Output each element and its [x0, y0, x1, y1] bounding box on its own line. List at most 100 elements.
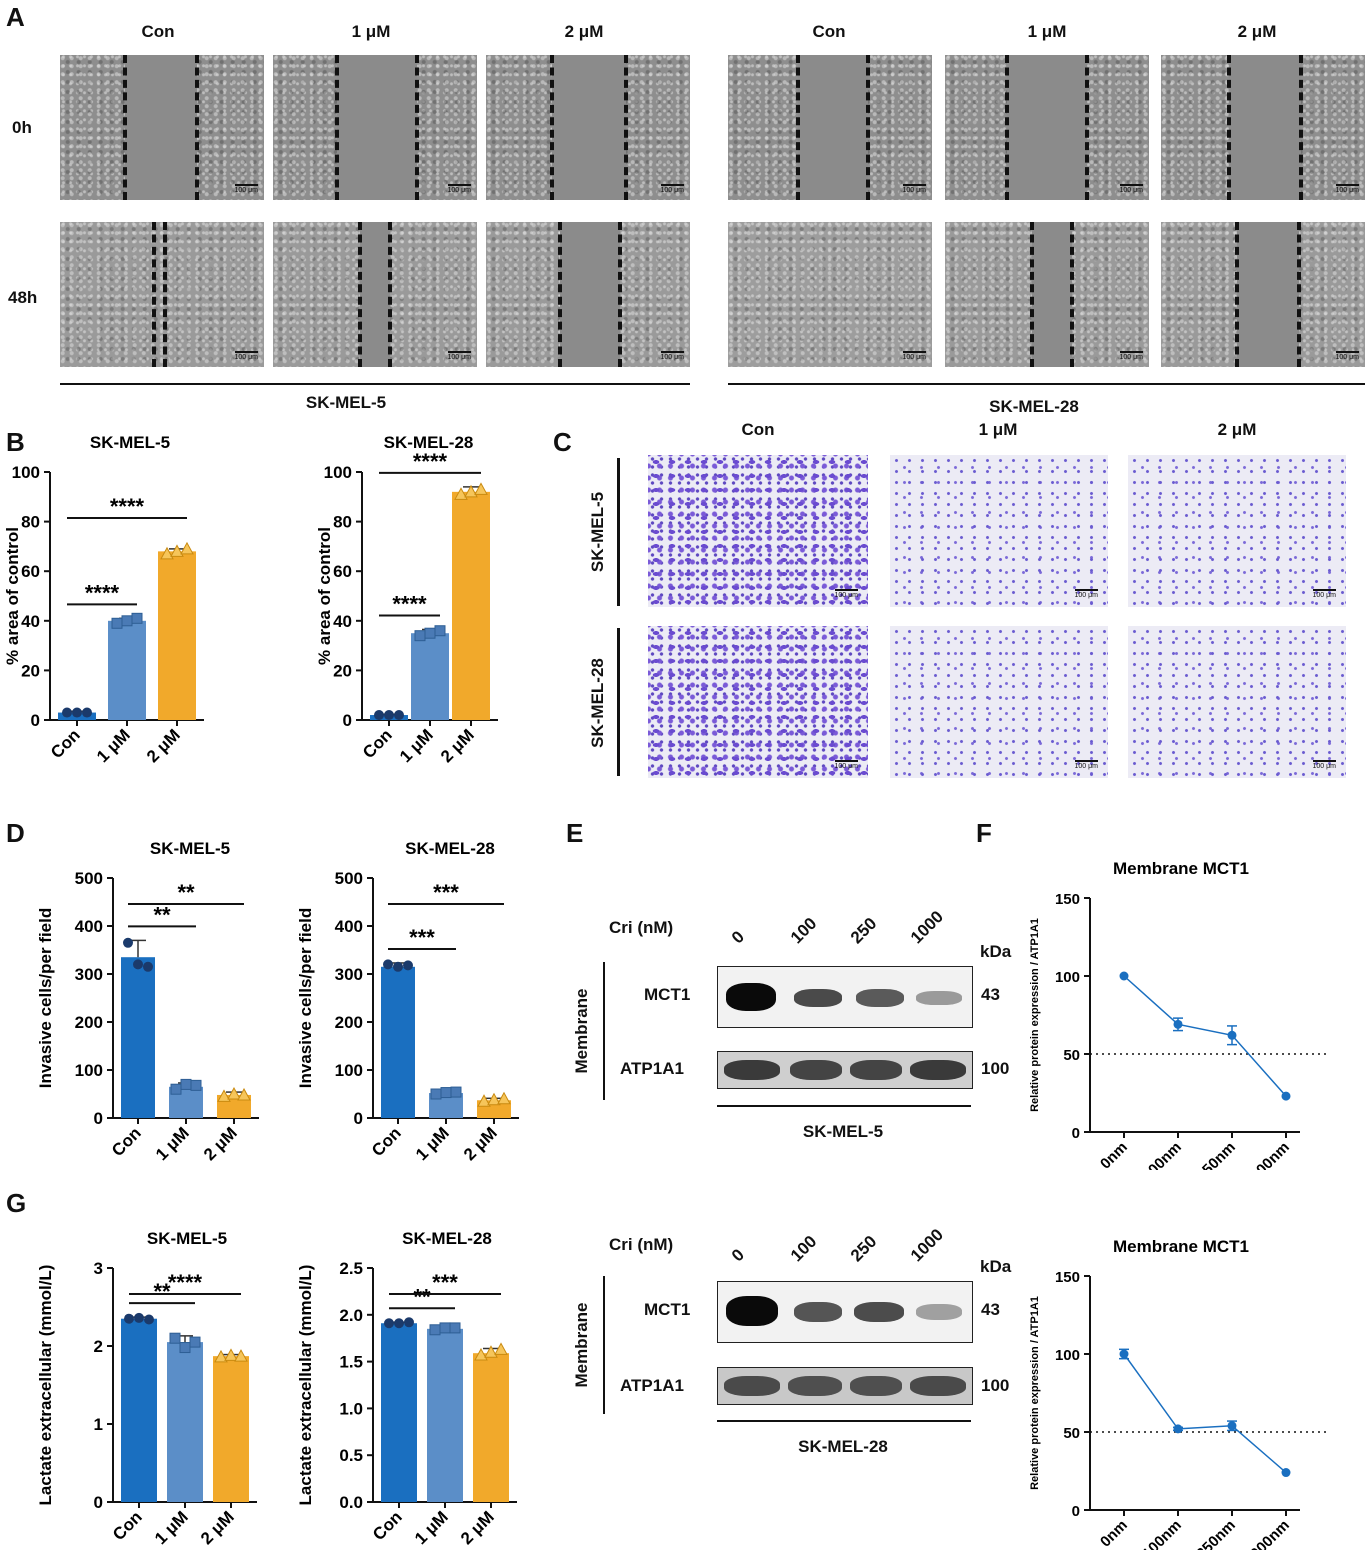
e2-protein-atp1a1: ATP1A1 [620, 1376, 684, 1395]
y-tick-label: 0 [354, 1109, 363, 1128]
data-point [394, 1318, 404, 1329]
panel-label-d: D [6, 818, 25, 848]
y-axis-label: Relative protein expression / ATP1A1 [1029, 918, 1041, 1112]
scale-bar: 100 μm [1312, 589, 1336, 599]
data-point [144, 1314, 154, 1325]
micrograph-skmel5-2um-0h: 100 μm [486, 55, 690, 200]
data-point [1281, 1468, 1291, 1478]
significance-label: **** [392, 591, 427, 616]
y-tick-label: 80 [21, 513, 40, 532]
a-col-label-1um-2: 1 μM [1027, 22, 1067, 41]
x-tick-label: Con [368, 1123, 405, 1160]
data-point [169, 1332, 181, 1344]
chart-b2: SK-MEL-28 0 20 40 60 80 100 % area of control Co… [315, 433, 498, 766]
panel-label-e: E [566, 818, 584, 848]
data-point [133, 959, 143, 970]
data-point [189, 1336, 201, 1348]
panel-label-g: G [6, 1188, 27, 1218]
y-tick-label: 100 [75, 1061, 103, 1080]
y-tick-label: 100 [12, 463, 40, 482]
chart-title: Membrane MCT1 [1113, 859, 1249, 878]
y-tick-label: 100 [335, 1061, 363, 1080]
a-col-label-2um-2: 2 μM [1237, 22, 1277, 41]
c-col-label-con: Con [741, 420, 775, 439]
transwell-skmel28-1um: 100 μm [890, 626, 1108, 778]
bar-2 μM [158, 551, 196, 720]
scale-bar: 100 μm [902, 184, 926, 194]
bar-1 μM [411, 633, 449, 720]
micrograph-skmel28-con-48h: 100 μm [728, 222, 932, 367]
chart-g2: SK-MEL-28 0.0 0.5 1.0 1.5 2.0 2.5 Lactate extra… [296, 1229, 517, 1548]
a-group-line-skmel5 [60, 383, 690, 385]
a-col-label-con-1: Con [141, 22, 175, 41]
e2-cellline-line [717, 1420, 971, 1422]
bar-2 μM [213, 1356, 249, 1502]
e2-dose-0: 0 [727, 1245, 748, 1266]
scale-bar: 100 μm [1074, 760, 1098, 770]
data-point [449, 1322, 461, 1334]
data-point [497, 1091, 511, 1105]
chart-title: SK-MEL-5 [147, 1229, 227, 1248]
scale-bar: 100 μm [902, 351, 926, 361]
y-tick-label: 50 [1063, 1047, 1080, 1064]
y-tick-label: 2.5 [339, 1259, 363, 1278]
data-point [124, 1313, 134, 1324]
y-tick-label: 300 [335, 965, 363, 984]
chart-title: SK-MEL-28 [402, 1229, 492, 1248]
data-point [430, 1088, 442, 1100]
micrograph-skmel5-1um-0h: 100 μm [273, 55, 477, 200]
y-tick-label: 500 [75, 869, 103, 888]
blot-skmel28-atp1a1 [717, 1367, 973, 1405]
x-tick-label: 1000nm [1241, 1139, 1293, 1170]
e2-protein-mct1: MCT1 [644, 1300, 691, 1319]
e2-dose-250: 250 [846, 1231, 881, 1266]
data-point [134, 1312, 144, 1323]
data-point [1119, 1349, 1129, 1359]
x-tick-label: Con [109, 1507, 146, 1544]
data-point [227, 1086, 241, 1100]
e1-fraction-line [603, 962, 605, 1100]
x-tick-label: 250nm [1193, 1517, 1239, 1550]
y-tick-label: 80 [333, 513, 352, 532]
chart-title: Membrane MCT1 [1113, 1237, 1249, 1256]
y-tick-label: 500 [335, 869, 363, 888]
e1-dose-100: 100 [786, 913, 821, 948]
y-tick-label: 0 [94, 1109, 103, 1128]
c-col-label-1um: 1 μM [978, 420, 1018, 439]
scale-bar: 100 μm [1335, 184, 1359, 194]
data-point [484, 1345, 498, 1358]
x-tick-label: 1 μM [396, 725, 437, 766]
y-axis-label: Invasive cells/per field [296, 908, 315, 1088]
y-tick-label: 1.5 [339, 1353, 363, 1372]
data-point [237, 1087, 251, 1101]
data-point [111, 617, 123, 629]
x-tick-label: Con [108, 1123, 145, 1160]
data-point [170, 544, 184, 557]
y-tick-label: 0 [1072, 1125, 1080, 1142]
e2-kda-mct1: 43 [981, 1300, 1000, 1319]
significance-label: ** [413, 1284, 431, 1309]
y-axis-label: Lactate extracellular (mmol/L) [36, 1265, 55, 1506]
c-row-label-skmel28: SK-MEL-28 [588, 658, 607, 748]
x-tick-label: 2 μM [457, 1507, 498, 1548]
y-tick-label: 40 [21, 612, 40, 631]
panel-label-f: F [976, 818, 992, 848]
y-tick-label: 60 [21, 562, 40, 581]
chart-title: SK-MEL-5 [150, 839, 230, 858]
bar-Con [381, 966, 415, 1118]
transwell-skmel28-con: 100 μm [648, 626, 868, 778]
y-tick-label: 0 [343, 711, 352, 730]
bar-Con [121, 1318, 157, 1502]
chart-f1: Membrane MCT1 0 50 100 150 Relative protein e… [1029, 859, 1326, 1170]
scale-bar: 100 μm [660, 184, 684, 194]
data-point [474, 482, 488, 495]
data-point [440, 1087, 452, 1099]
y-tick-label: 0 [31, 711, 40, 730]
panel-label-c: C [553, 427, 572, 457]
y-tick-label: 100 [1055, 969, 1080, 986]
blot-skmel5-mct1 [717, 966, 973, 1028]
a-group-label-skmel5: SK-MEL-5 [305, 393, 387, 412]
data-point [403, 960, 413, 971]
blot-skmel5-atp1a1 [717, 1051, 973, 1089]
a-row-label-48h: 48h [8, 288, 38, 307]
